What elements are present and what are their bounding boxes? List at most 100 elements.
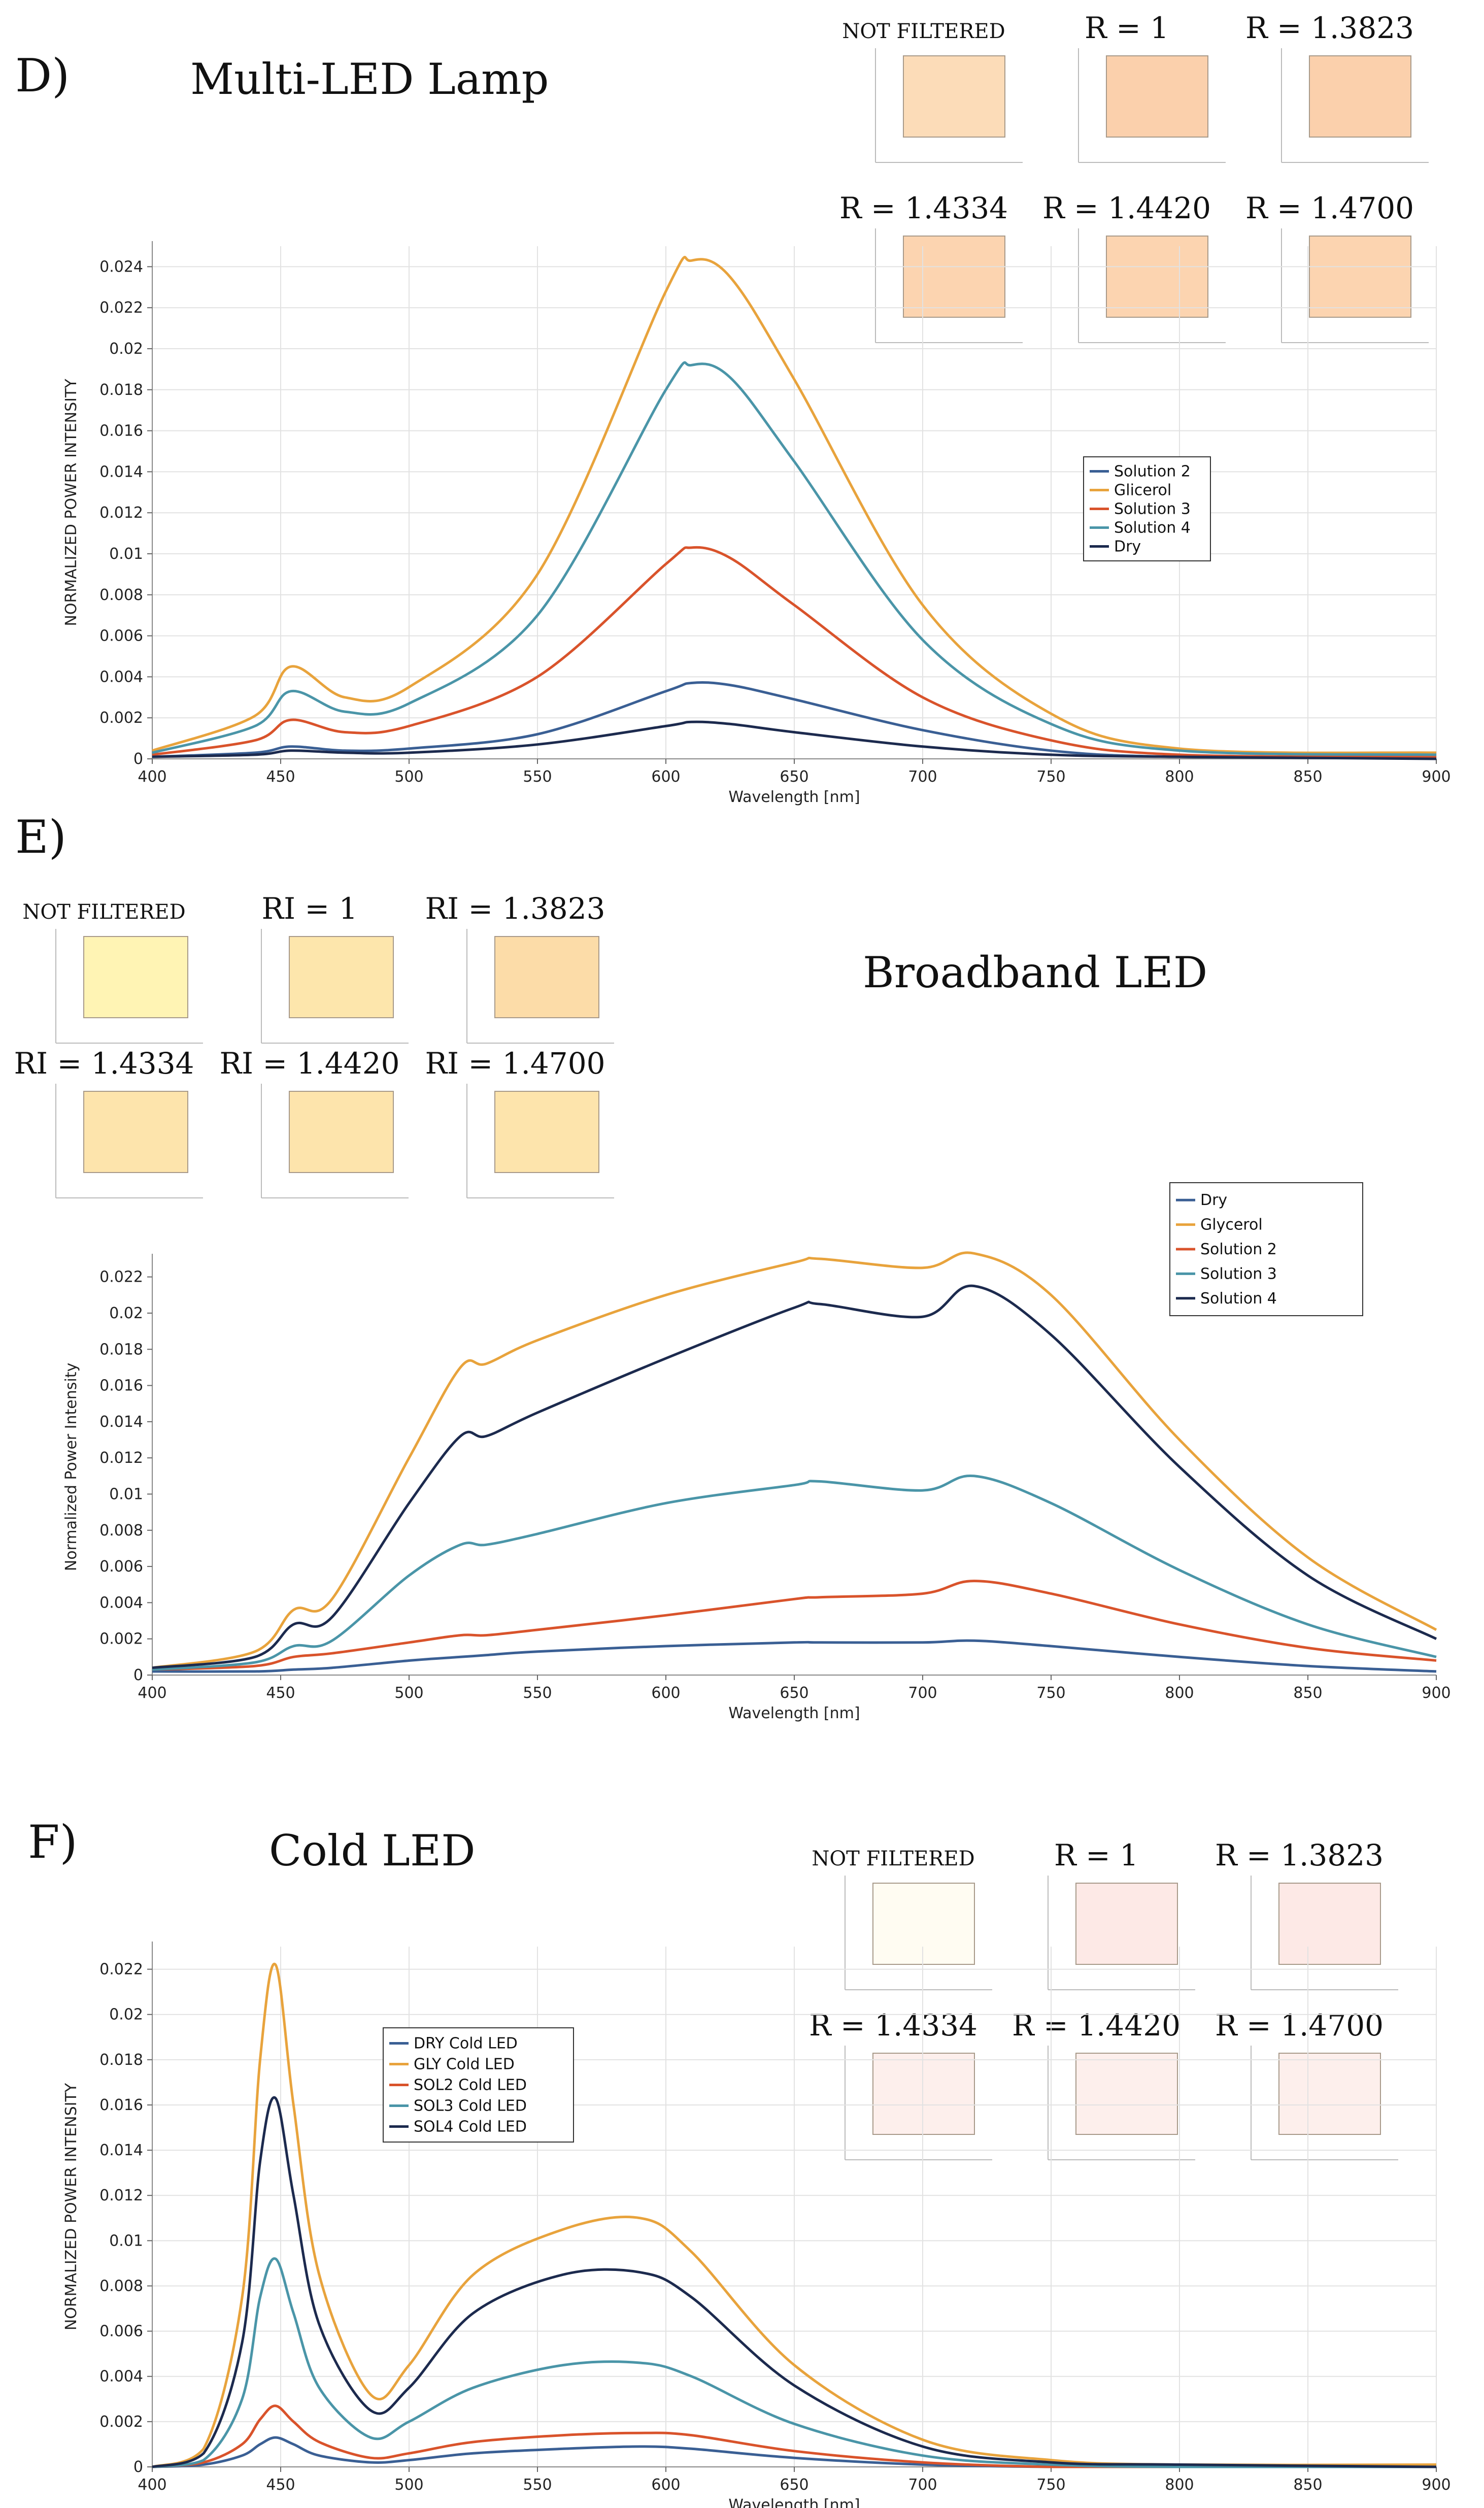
panel-e: E) Broadband LED NOT FILTERED RI = 1 RI = … (14, 811, 1451, 1722)
legend-label-1: GLY Cold LED (414, 2056, 515, 2074)
x-tick-label-1: 450 (266, 1684, 295, 1702)
series-line-solution-4 (152, 1284, 1437, 1669)
legend-label-2: Solution 3 (1114, 500, 1191, 518)
x-tick-label-2: 500 (394, 2476, 423, 2494)
y-tick-label-5: 0.01 (109, 1485, 143, 1503)
y-tick-label-10: 0.02 (109, 1305, 143, 1322)
series-line-dry (152, 1639, 1437, 1673)
panel-e-plot: 400 450 500 550 600 650 700 750 800 850 900 0 0.002 0… (99, 1251, 1451, 1702)
x-tick-label-7: 750 (1036, 2476, 1065, 2494)
y-tick-label-9: 0.018 (99, 1341, 143, 1358)
color-swatch-1 (1075, 1883, 1178, 1965)
y-tick-label-6: 0.012 (99, 2187, 143, 2204)
y-tick-label-2: 0.004 (99, 668, 143, 686)
y-tick-label-1: 0.002 (99, 1630, 143, 1648)
x-tick-label-4: 600 (651, 2476, 680, 2494)
swatch-label-5: RI = 1.4700 (425, 1046, 605, 1081)
swatch-label-3: R = 1.4334 (839, 191, 1008, 225)
y-tick-label-4: 0.008 (99, 1522, 143, 1540)
x-tick-label-5: 650 (780, 1684, 808, 1702)
panel-e-y-axis-label: Normalized Power Intensity (62, 1363, 80, 1571)
y-tick-label-11: 0.022 (99, 299, 143, 317)
x-tick-label-9: 850 (1293, 768, 1322, 786)
y-tick-label-3: 0.006 (99, 2323, 143, 2340)
legend-label-4: Solution 4 (1200, 1290, 1277, 1308)
y-tick-label-7: 0.014 (99, 1413, 143, 1431)
color-swatch-1 (1106, 55, 1208, 138)
y-tick-label-4: 0.008 (99, 2277, 143, 2295)
x-tick-label-7: 750 (1036, 768, 1065, 786)
y-tick-label-5: 0.01 (109, 545, 143, 563)
series-line-gly-cold-led (152, 1962, 1437, 2468)
swatch-label-1: RI = 1 (262, 891, 358, 926)
series-line-glycerol (152, 1251, 1437, 1669)
y-tick-label-8: 0.016 (99, 422, 143, 440)
x-tick-label-2: 500 (394, 1684, 423, 1702)
y-tick-label-1: 0.002 (99, 709, 143, 727)
swatch-label-0: NOT FILTERED (842, 20, 1005, 43)
legend-label-3: Solution 3 (1200, 1265, 1277, 1283)
swatch-label-2: RI = 1.3823 (425, 891, 605, 926)
color-swatch-4 (1106, 236, 1208, 318)
panel-e-label: E) (15, 811, 66, 864)
swatch-label-1: R = 1 (1085, 11, 1169, 45)
panel-f-swatches: NOT FILTERED R = 1 R = 1.3823 R = 1.4334 R =… (809, 1838, 1398, 2160)
series-line-dry (152, 720, 1437, 760)
color-swatch-2 (1278, 1883, 1381, 1965)
y-tick-label-8: 0.016 (99, 1377, 143, 1395)
swatch-label-5: R = 1.4700 (1245, 191, 1414, 225)
panel-d-plot: 400 450 500 550 600 650 700 750 800 850 900 0 0.002 0… (99, 241, 1451, 786)
color-swatch-2 (1309, 55, 1411, 138)
x-tick-label-2: 500 (394, 768, 423, 786)
y-tick-label-6: 0.012 (99, 1449, 143, 1467)
legend-label-0: DRY Cold LED (414, 2035, 518, 2053)
x-tick-label-3: 550 (523, 2476, 552, 2494)
swatch-label-4: R = 1.4420 (1012, 2008, 1181, 2043)
x-tick-label-10: 900 (1422, 768, 1451, 786)
panel-f: F) Cold LED NOT FILTERED R = 1 R = 1.3823 R… (28, 1816, 1451, 2508)
y-tick-label-4: 0.008 (99, 586, 143, 604)
y-tick-label-0: 0 (133, 1666, 143, 1684)
panel-e-x-axis-label: Wavelength [nm] (728, 1704, 860, 1722)
legend-label-0: Solution 2 (1114, 463, 1191, 481)
panel-d-x-axis-label: Wavelength [nm] (728, 788, 860, 806)
x-tick-label-0: 400 (138, 768, 166, 786)
x-tick-label-5: 650 (780, 2476, 808, 2494)
series-line-solution-2 (152, 681, 1437, 759)
panel-d-label: D) (15, 49, 70, 103)
x-tick-label-3: 550 (523, 1684, 552, 1702)
y-tick-label-0: 0 (133, 750, 143, 768)
swatch-label-4: RI = 1.4420 (220, 1046, 400, 1081)
x-tick-label-7: 750 (1036, 1684, 1065, 1702)
panel-d: D) Multi-LED Lamp NOT FILTERED R = 1 R = 1… (15, 11, 1451, 806)
y-tick-label-0: 0 (133, 2458, 143, 2476)
legend-label-1: Glycerol (1200, 1216, 1263, 1234)
x-tick-label-6: 700 (908, 1684, 937, 1702)
panel-e-legend: Dry Glycerol Solution 2 Solution 3 Solution … (1169, 1182, 1363, 1316)
series-line-solution-3 (152, 546, 1437, 758)
panel-e-title: Broadband LED (863, 948, 1207, 997)
color-swatch-5 (1278, 2053, 1381, 2135)
swatch-label-2: R = 1.3823 (1215, 1838, 1384, 1872)
x-tick-label-3: 550 (523, 768, 552, 786)
y-tick-label-2: 0.004 (99, 2368, 143, 2386)
x-tick-label-4: 600 (651, 1684, 680, 1702)
y-tick-label-1: 0.002 (99, 2413, 143, 2431)
y-tick-label-11: 0.022 (99, 1268, 143, 1286)
x-tick-label-0: 400 (138, 1684, 166, 1702)
x-tick-label-8: 800 (1165, 2476, 1194, 2494)
x-tick-label-8: 800 (1165, 768, 1194, 786)
x-tick-label-9: 850 (1293, 1684, 1322, 1702)
x-tick-label-8: 800 (1165, 1684, 1194, 1702)
swatch-label-3: R = 1.4334 (809, 2008, 977, 2043)
color-swatch-5 (494, 1091, 599, 1173)
legend-label-3: SOL3 Cold LED (414, 2097, 527, 2115)
y-tick-label-11: 0.022 (99, 1961, 143, 1979)
series-line-solution-4 (152, 361, 1437, 756)
legend-label-1: Glicerol (1114, 482, 1171, 499)
x-tick-label-10: 900 (1422, 2476, 1451, 2494)
color-swatch-5 (1309, 236, 1411, 318)
swatch-label-3: RI = 1.4334 (14, 1046, 194, 1081)
legend-box (383, 2027, 574, 2143)
